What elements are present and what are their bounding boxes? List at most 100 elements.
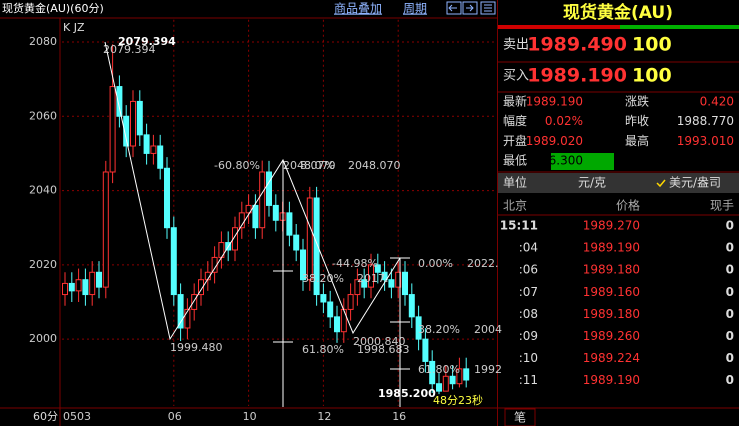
tick-time: :11 xyxy=(519,373,538,387)
candle-body xyxy=(116,86,123,117)
candle-body xyxy=(252,204,259,229)
candle-body xyxy=(164,167,170,229)
stat-value: 0.420 xyxy=(700,95,734,109)
candle-body xyxy=(429,360,436,385)
unit-option[interactable]: 美元/盎司 xyxy=(669,176,721,190)
top-bar xyxy=(0,0,497,18)
window-title: 现货黄金(AU)(60分) xyxy=(2,1,104,15)
plot: 2000 2020 2040 2060 2080 0503 06 10 12 16 2079.394… xyxy=(29,19,502,423)
unit-option[interactable]: 元/克 xyxy=(578,176,606,190)
annotation: 48分23秒 xyxy=(433,393,483,407)
tick-volume: 0 xyxy=(726,351,734,365)
ticks-header: 北京 xyxy=(503,199,527,213)
stat-value: 1989.020 xyxy=(526,134,583,148)
candle-body xyxy=(109,86,116,173)
tick-time: :07 xyxy=(519,285,538,299)
tick-volume: 0 xyxy=(726,307,734,321)
candle-body xyxy=(320,294,327,303)
candle-body xyxy=(123,115,130,147)
candle-body xyxy=(177,294,184,329)
annotation: 1992 xyxy=(474,363,502,376)
y-tick-label: 2000 xyxy=(29,332,57,345)
annotation: 38.20% xyxy=(418,323,460,336)
y-tick-label: 2060 xyxy=(29,109,57,122)
tick-time: 15:11 xyxy=(500,219,538,233)
candle-body xyxy=(96,271,102,288)
annotation: 0.00% xyxy=(418,257,453,270)
tick-volume: 0 xyxy=(726,373,734,387)
candle-body xyxy=(232,227,238,251)
annotation: 61.80% xyxy=(418,363,460,376)
tick-volume: 0 xyxy=(726,285,734,299)
fib-lines xyxy=(104,41,410,407)
candle-body xyxy=(245,204,252,214)
tick-price: 1989.160 xyxy=(583,285,640,299)
stat-value: 1993.010 xyxy=(677,134,734,148)
quote-price: 1989.190 xyxy=(527,65,627,87)
annotation: -44.98% xyxy=(332,257,378,270)
candle-body xyxy=(130,100,136,147)
candle-body xyxy=(82,279,89,296)
candle-body xyxy=(415,316,422,340)
x-tick-label: 12 xyxy=(317,410,331,423)
annotation: 2000.840 xyxy=(353,335,406,348)
quote-volume: 100 xyxy=(632,65,672,87)
nav-buttons[interactable] xyxy=(446,1,496,15)
x-tick-label: 16 xyxy=(392,410,406,423)
annotation: 1998.683 xyxy=(357,343,410,356)
candle-body xyxy=(68,282,75,292)
candle-body xyxy=(388,279,395,288)
candle-body xyxy=(198,279,204,296)
candle-body xyxy=(259,171,266,229)
candle-body xyxy=(300,249,306,281)
tick-time: :10 xyxy=(519,351,538,365)
link[interactable]: 商品叠加 xyxy=(334,1,382,16)
stat-label: 开盘 xyxy=(503,133,527,148)
candle-body xyxy=(150,145,157,154)
quote-label: 买入 xyxy=(503,69,529,84)
y-tick-label: 2020 xyxy=(29,258,57,271)
candle-body xyxy=(327,301,334,318)
link[interactable]: 周期 xyxy=(403,2,427,16)
annotation: 2048.070 xyxy=(348,159,401,172)
tick-volume: 0 xyxy=(726,329,734,343)
stat-value: 0.02% xyxy=(545,114,583,128)
quote-volume: 100 xyxy=(632,34,672,56)
annotation: 1985.200 xyxy=(378,387,436,400)
tick-time: :04 xyxy=(519,241,538,255)
stat-label: 昨收 xyxy=(625,114,649,128)
x-tick-label: 0503 xyxy=(63,410,91,423)
tick-price: 1989.224 xyxy=(583,351,640,365)
candle-body xyxy=(143,134,150,154)
tick-volume: 0 xyxy=(726,219,734,233)
candle-body xyxy=(381,271,388,281)
quote-price: 1989.490 xyxy=(527,34,627,56)
candle-body xyxy=(293,234,300,251)
tick-price: 1989.190 xyxy=(583,241,640,255)
stat-value: 1988.770 xyxy=(677,114,734,128)
stat-value: 1989.190 xyxy=(526,95,583,109)
x-tick-label: 10 xyxy=(243,410,257,423)
candle-body xyxy=(334,316,340,333)
candle-body xyxy=(374,264,381,273)
candle-body xyxy=(347,294,354,310)
stat-label: 最新 xyxy=(503,94,527,109)
candle-body xyxy=(102,171,109,288)
candle-body xyxy=(456,368,463,385)
tab[interactable]: 笔 xyxy=(514,410,526,425)
period-label: 60分 xyxy=(33,410,58,423)
candle-body xyxy=(361,279,368,288)
annotation: 38.20% xyxy=(302,272,344,285)
tick-price: 1989.180 xyxy=(583,263,640,277)
unit-label: 单位 xyxy=(503,175,527,190)
stat-label: 涨跌 xyxy=(625,94,649,109)
tick-volume: 0 xyxy=(726,241,734,255)
x-tick-label: 06 xyxy=(168,410,182,423)
y-tick-label: 2080 xyxy=(29,35,57,48)
candle-body xyxy=(184,308,191,329)
annotation: 2079.394 xyxy=(103,43,156,56)
candle-body xyxy=(442,375,449,392)
candle-body xyxy=(408,294,415,318)
candle-body xyxy=(463,368,470,381)
